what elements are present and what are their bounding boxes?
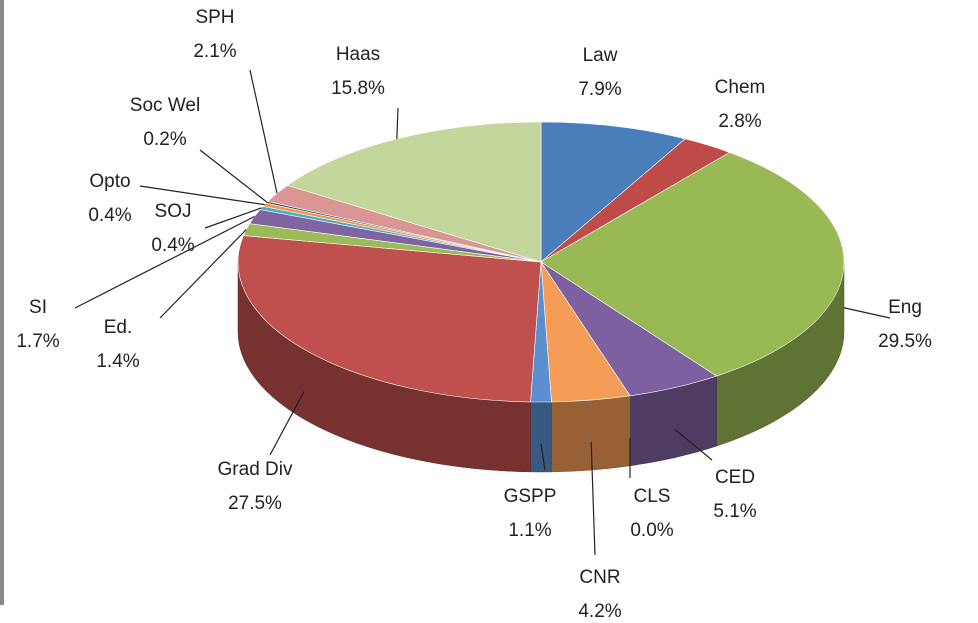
value-label: 0.4%	[88, 205, 131, 226]
leader-line	[139, 185, 265, 206]
pie-tops	[237, 121, 845, 403]
value-label: 1.4%	[96, 351, 139, 372]
category-label: Soc Wel	[130, 95, 200, 116]
leader-line	[843, 307, 891, 319]
slice	[540, 121, 686, 263]
category-label: Haas	[336, 44, 380, 65]
slice	[286, 121, 542, 263]
slice-side	[551, 395, 631, 473]
category-label: Eng	[888, 297, 922, 318]
slice	[237, 235, 542, 403]
leader-line	[269, 391, 305, 456]
category-label: GSPP	[504, 486, 557, 507]
category-label: SPH	[195, 7, 234, 28]
category-label: SI	[29, 297, 47, 318]
category-label: Chem	[715, 77, 766, 98]
leader-line	[540, 443, 546, 471]
leader-line	[590, 442, 596, 556]
data-labels: Law 7.9% Chem 2.8% Eng 29.5% CED 5.1% CLS 0.0% CNR…	[16, 7, 932, 622]
category-label: Ed.	[104, 317, 133, 338]
category-label: SOJ	[155, 201, 192, 222]
value-label: 27.5%	[228, 493, 282, 514]
value-label: 2.1%	[193, 41, 236, 62]
value-label: 4.2%	[578, 601, 621, 622]
category-label: Grad Div	[218, 459, 293, 480]
left-border	[0, 0, 4, 605]
leader-line	[249, 69, 278, 194]
value-label: 1.1%	[508, 520, 551, 541]
value-label: 0.2%	[143, 129, 186, 150]
leader-line	[199, 149, 268, 203]
leader-line	[674, 429, 713, 461]
category-label: Opto	[89, 171, 130, 192]
category-label: CNR	[579, 567, 620, 588]
category-label: CLS	[634, 486, 671, 507]
leader-line	[74, 215, 255, 309]
leader-line	[396, 107, 399, 139]
value-label: 1.7%	[16, 331, 59, 352]
leader-line	[204, 207, 262, 229]
value-label: 29.5%	[878, 331, 932, 352]
value-label: 0.4%	[151, 235, 194, 256]
value-label: 0.0%	[630, 520, 673, 541]
value-label: 15.8%	[331, 78, 385, 99]
value-label: 7.9%	[578, 79, 621, 100]
category-label: CED	[715, 467, 755, 488]
category-label: Law	[583, 45, 618, 66]
value-label: 5.1%	[713, 501, 756, 522]
leader-line	[159, 229, 247, 319]
slice	[540, 152, 845, 377]
value-label: 2.8%	[718, 111, 761, 132]
pie-sides	[237, 261, 845, 473]
slice-side	[530, 401, 552, 473]
